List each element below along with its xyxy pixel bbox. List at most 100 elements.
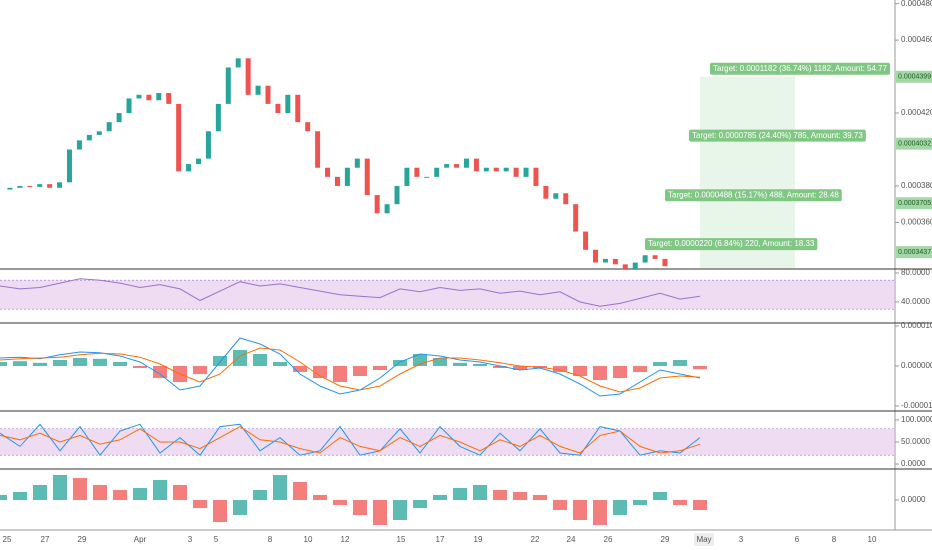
- histogram-bar: [633, 500, 647, 505]
- histogram-bar: [73, 478, 87, 500]
- candle: [255, 85, 261, 95]
- histogram-bar: [353, 366, 367, 376]
- candle: [295, 94, 301, 123]
- candle: [602, 258, 608, 263]
- histogram-bar: [693, 366, 707, 370]
- candle: [513, 167, 519, 177]
- indicator-line: [0, 337, 701, 397]
- histogram-bar: [573, 500, 587, 520]
- histogram-bar: [153, 366, 167, 378]
- histogram-bar: [313, 366, 327, 378]
- candle: [344, 167, 350, 186]
- candle: [404, 167, 410, 186]
- y-tick-label: 100.0000: [901, 415, 932, 424]
- candle: [434, 167, 440, 177]
- candle: [364, 158, 370, 196]
- histogram-bar: [233, 500, 247, 515]
- y-tick-label: 50.0000: [901, 437, 930, 446]
- price-marker-box: [896, 197, 932, 210]
- candle: [652, 255, 658, 259]
- price-marker-label: 0.0003437: [898, 249, 931, 256]
- histogram-bar: [193, 366, 207, 374]
- histogram-bar: [513, 492, 527, 500]
- histogram-bar: [353, 500, 367, 515]
- histogram-bar: [213, 356, 227, 366]
- histogram-bar: [93, 358, 107, 366]
- histogram-bar: [633, 366, 647, 372]
- candle: [374, 195, 380, 214]
- y-tick-label: 0.0003800: [901, 181, 932, 190]
- histogram-bar: [273, 475, 287, 500]
- candle: [17, 185, 23, 188]
- candle: [632, 262, 638, 270]
- candle: [76, 140, 82, 150]
- histogram-bar: [133, 366, 147, 368]
- histogram-bar: [113, 362, 127, 366]
- candle: [166, 92, 172, 104]
- band: [0, 280, 895, 310]
- candle: [523, 167, 529, 177]
- target-box: [645, 238, 818, 251]
- candle: [146, 94, 152, 101]
- y-tick-label: 0.0003600: [901, 218, 932, 227]
- candle: [215, 103, 221, 132]
- histogram-bar: [193, 500, 207, 508]
- candle: [285, 94, 291, 114]
- y-tick-label: 0.0000: [901, 495, 926, 504]
- histogram-bar: [113, 490, 127, 500]
- candle: [176, 103, 182, 172]
- x-tick-label: 8: [268, 535, 273, 544]
- price-marker-label: 0.0004399: [898, 74, 931, 81]
- candle: [57, 182, 63, 188]
- y-tick-label: -0.0000100: [901, 401, 932, 410]
- histogram-bar: [533, 495, 547, 500]
- candle: [583, 231, 589, 250]
- candle: [156, 92, 162, 101]
- candle: [503, 167, 509, 172]
- candle: [315, 131, 321, 168]
- price-marker-box: [896, 137, 932, 150]
- date-highlight: [694, 533, 714, 546]
- candle: [493, 167, 499, 172]
- candle: [563, 193, 569, 205]
- histogram-bar: [73, 358, 87, 366]
- candle: [573, 204, 579, 232]
- candle: [66, 149, 72, 183]
- histogram-bar: [513, 366, 527, 370]
- histogram-bar: [393, 360, 407, 366]
- candle: [235, 58, 241, 68]
- histogram-bar: [433, 495, 447, 500]
- candle: [126, 98, 132, 114]
- candle: [543, 185, 549, 199]
- x-tick-label: 12: [341, 535, 350, 544]
- candle: [553, 193, 559, 199]
- candle: [473, 158, 479, 172]
- y-tick-label: 0.0004600: [901, 35, 932, 44]
- candle: [305, 122, 311, 132]
- x-tick-label: 15: [397, 535, 406, 544]
- x-tick-label: 6: [795, 535, 800, 544]
- histogram-bar: [293, 366, 307, 372]
- y-tick-label: 40.0000: [901, 297, 930, 306]
- x-tick-label: 10: [868, 535, 877, 544]
- histogram-bar: [473, 485, 487, 500]
- histogram-bar: [593, 500, 607, 525]
- histogram-bar: [133, 488, 147, 500]
- candle: [275, 103, 281, 114]
- candle: [593, 249, 599, 263]
- histogram-bar: [13, 361, 27, 366]
- x-tick-label: 17: [436, 535, 445, 544]
- candle: [414, 167, 420, 177]
- histogram-bar: [313, 495, 327, 500]
- candle: [136, 94, 142, 99]
- indicator-line: [0, 347, 701, 393]
- histogram-bar: [373, 500, 387, 525]
- target-box: [665, 189, 842, 202]
- histogram-bar: [593, 366, 607, 380]
- histogram-bar: [13, 492, 27, 500]
- histogram-bar: [673, 360, 687, 366]
- projection-area: [700, 76, 795, 268]
- histogram-bar: [333, 366, 347, 382]
- histogram-bar: [233, 350, 247, 366]
